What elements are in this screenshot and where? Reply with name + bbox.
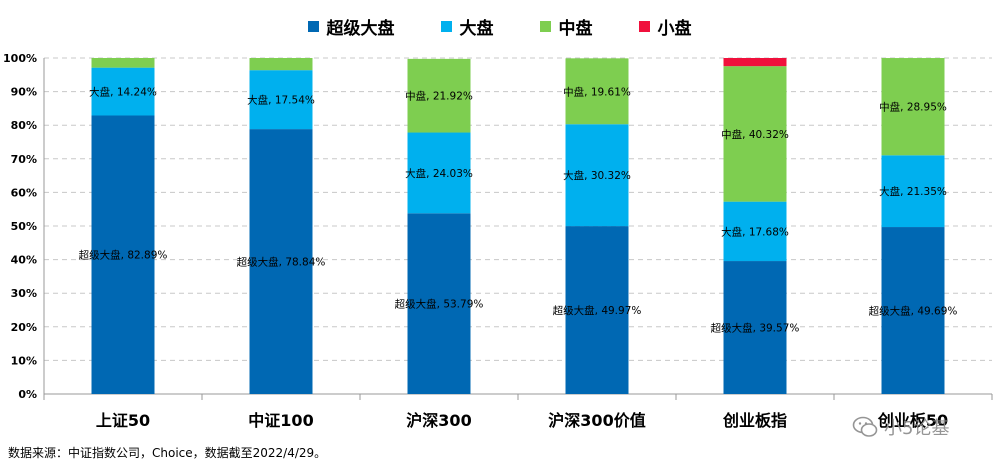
bar-segment — [407, 213, 471, 394]
data-label: 大盘, 30.32% — [563, 169, 631, 182]
bar-segment — [881, 58, 945, 156]
bar-segment — [723, 66, 787, 202]
legend-item-large: 大盘 — [440, 14, 494, 39]
data-label: 超级大盘, 82.89% — [79, 249, 168, 262]
x-category-label: 沪深300价值 — [548, 411, 645, 430]
y-tick-label: 90% — [11, 86, 37, 99]
data-label: 中盘, 21.92% — [405, 90, 473, 103]
wechat-icon — [852, 416, 878, 437]
x-category-label: 中证100 — [248, 411, 313, 430]
data-label: 大盘, 21.35% — [879, 185, 947, 198]
legend-item-super-large: 超级大盘 — [307, 14, 395, 39]
data-label: 大盘, 17.54% — [247, 94, 315, 107]
bar-segment — [723, 201, 787, 262]
x-category-label: 创业板指 — [722, 411, 787, 430]
bar-segment — [249, 129, 313, 394]
legend-item-small: 小盘 — [638, 14, 692, 39]
bar-segment — [565, 226, 629, 394]
x-category-label: 沪深300 — [406, 411, 471, 430]
data-label: 中盘, 40.32% — [721, 128, 789, 141]
bar-segment — [407, 58, 471, 133]
y-tick-label: 40% — [11, 254, 37, 267]
bar-segment — [91, 58, 155, 68]
data-label: 中盘, 28.95% — [879, 101, 947, 114]
y-tick-label: 50% — [11, 220, 37, 233]
y-tick-label: 70% — [11, 153, 37, 166]
bar-segment — [565, 58, 629, 125]
data-label: 超级大盘, 39.57% — [711, 322, 800, 335]
bar-segment — [881, 227, 945, 394]
bar-segment — [249, 70, 313, 130]
bar-segment — [565, 124, 629, 227]
y-tick-label: 100% — [3, 52, 37, 65]
data-label: 大盘, 17.68% — [721, 225, 789, 238]
data-label: 超级大盘, 49.69% — [869, 305, 958, 318]
x-category-label: 创业板50 — [877, 411, 948, 430]
bar-segment — [407, 132, 471, 214]
bar-segment — [91, 115, 155, 395]
data-label: 超级大盘, 78.84% — [237, 256, 326, 269]
legend-swatch — [440, 21, 452, 32]
legend-label: 小盘 — [657, 19, 692, 39]
legend-label: 超级大盘 — [326, 19, 395, 39]
watermark: 小5论基 — [852, 414, 949, 440]
y-tick-label: 60% — [11, 186, 37, 199]
data-label: 大盘, 24.03% — [405, 167, 473, 180]
source-note: 数据来源：中证指数公司，Choice，数据截至2022/4/29。 — [8, 446, 327, 460]
bar-segment — [881, 155, 945, 228]
bar-segment — [91, 67, 155, 116]
watermark-text: 小5论基 — [884, 418, 950, 439]
bar-segment — [723, 261, 787, 394]
x-category-label: 上证50 — [96, 411, 150, 430]
bar-segment — [249, 58, 313, 71]
chart-legend: 超级大盘 大盘 中盘 小盘 — [0, 14, 999, 39]
legend-label: 中盘 — [558, 19, 593, 39]
legend-label: 大盘 — [459, 19, 494, 39]
y-tick-label: 30% — [11, 287, 37, 300]
data-label: 中盘, 19.61% — [563, 85, 631, 98]
data-label: 大盘, 14.24% — [89, 86, 157, 99]
y-tick-label: 80% — [11, 119, 37, 132]
y-tick-label: 10% — [11, 354, 37, 367]
bar-segment — [723, 58, 787, 67]
data-label: 超级大盘, 53.79% — [395, 298, 484, 311]
legend-swatch — [638, 21, 650, 32]
legend-swatch — [539, 21, 551, 32]
legend-swatch — [307, 21, 319, 32]
y-tick-label: 0% — [18, 388, 37, 401]
data-label: 超级大盘, 49.97% — [553, 304, 642, 317]
legend-item-mid: 中盘 — [539, 14, 593, 39]
y-tick-label: 20% — [11, 321, 37, 334]
